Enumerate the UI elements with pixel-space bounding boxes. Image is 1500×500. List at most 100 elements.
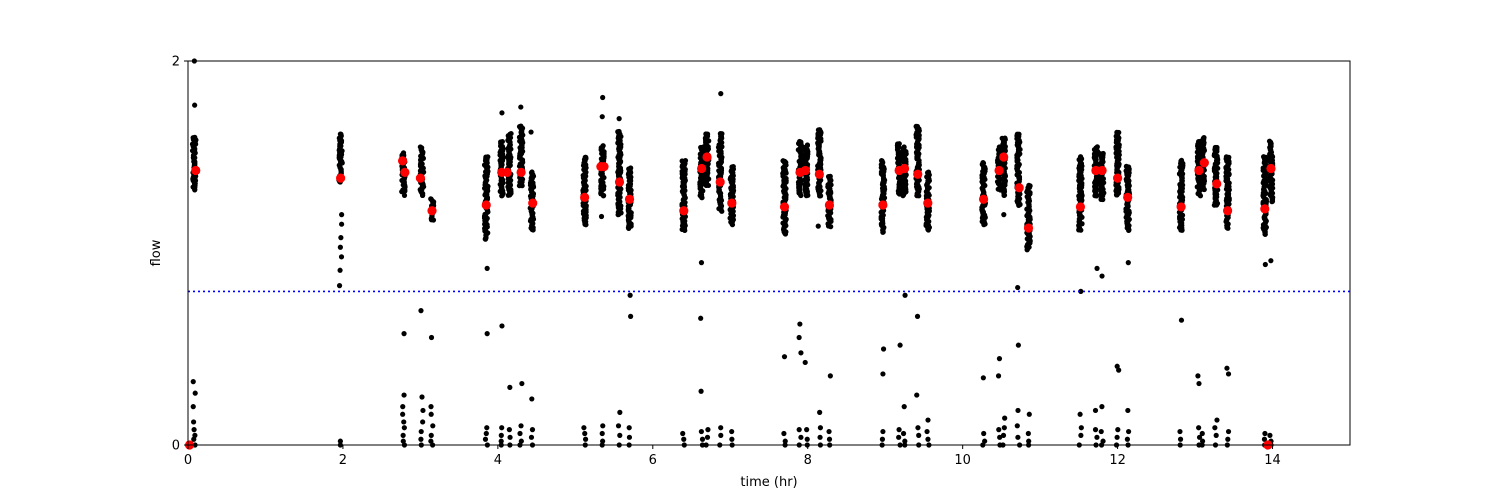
sample-point	[719, 131, 725, 137]
sample-point	[1225, 436, 1231, 442]
sample-point	[191, 427, 197, 433]
x-axis-ticks: 0 2 4 6 8 10 12 14	[184, 445, 1281, 468]
sample-point	[507, 434, 513, 440]
x-axis-label: time (hr)	[740, 475, 797, 490]
sample-point	[902, 438, 908, 444]
sample-point	[729, 428, 735, 435]
sample-point	[804, 142, 811, 149]
sample-point	[338, 235, 344, 241]
sample-point	[582, 430, 588, 437]
sample-point	[826, 436, 833, 442]
sample-point	[796, 427, 802, 433]
sample-point	[428, 411, 434, 417]
sample-point	[780, 158, 786, 164]
sample-point	[730, 163, 736, 170]
sample-point	[190, 379, 196, 385]
sample-point	[1267, 432, 1273, 438]
sample-point	[617, 409, 623, 415]
sample-point	[1195, 373, 1201, 379]
sample-point	[418, 308, 424, 314]
sample-point	[400, 404, 406, 410]
sample-point	[1001, 425, 1007, 431]
sample-point	[428, 334, 435, 341]
sample-point	[827, 373, 833, 379]
sample-point	[1196, 434, 1203, 440]
y-tick-label: 2	[172, 55, 180, 70]
sample-point	[418, 428, 424, 435]
sample-point	[1026, 411, 1032, 417]
sample-point	[336, 283, 343, 289]
sample-point	[190, 404, 196, 410]
sample-point	[1015, 342, 1021, 348]
mean-point	[779, 202, 790, 212]
sample-point	[896, 427, 902, 433]
sample-point	[679, 158, 685, 164]
sample-point	[484, 331, 490, 337]
mean-point	[1014, 183, 1024, 193]
sample-point	[1125, 407, 1131, 414]
sample-point	[519, 380, 525, 387]
sample-point	[1213, 432, 1219, 438]
sample-point	[1126, 428, 1132, 435]
sample-point	[1178, 317, 1185, 323]
sample-point	[337, 267, 343, 273]
mean-point	[923, 198, 933, 208]
sample-point	[796, 138, 803, 145]
sample-point	[338, 254, 345, 260]
mean-point	[1260, 204, 1270, 214]
mean-point	[1223, 206, 1233, 216]
sample-point	[338, 131, 344, 137]
sample-point	[1177, 436, 1184, 442]
x-tick-label: 6	[649, 453, 657, 468]
sample-point	[529, 396, 535, 402]
sample-point	[995, 373, 1002, 379]
sample-point	[1225, 428, 1232, 435]
sample-point	[1178, 157, 1185, 164]
sample-point	[192, 134, 198, 140]
sample-point	[1015, 434, 1021, 440]
sample-point	[401, 331, 407, 337]
mean-points	[184, 152, 1276, 450]
mean-point	[599, 162, 609, 172]
sample-point	[1262, 261, 1268, 268]
sample-point	[518, 423, 524, 429]
sample-point	[420, 419, 426, 425]
y-axis-label: flow	[149, 239, 164, 266]
sample-point	[980, 160, 987, 166]
mean-point	[1212, 179, 1222, 189]
sample-point	[817, 409, 823, 415]
mean-point	[702, 152, 712, 162]
sample-point	[1261, 154, 1267, 160]
sample-point	[925, 169, 932, 175]
mean-point	[1023, 223, 1034, 233]
mean-point	[679, 206, 689, 216]
sample-point	[1124, 436, 1130, 442]
mean-point	[824, 200, 835, 210]
sample-point	[401, 392, 407, 398]
mean-point	[614, 177, 625, 187]
sample-point	[1212, 144, 1218, 151]
sample-point	[599, 114, 605, 120]
sample-point	[428, 196, 434, 202]
sample-point	[1078, 288, 1084, 294]
sample-point	[804, 427, 810, 433]
sample-point	[484, 425, 490, 431]
mean-point	[1266, 163, 1276, 174]
sample-point	[729, 436, 735, 442]
sample-point	[817, 434, 823, 440]
mean-point	[1194, 165, 1204, 176]
sample-point	[997, 434, 1003, 440]
sample-point	[517, 430, 523, 437]
sample-point	[1094, 144, 1100, 150]
mean-point	[528, 198, 538, 208]
x-tick-label: 4	[494, 453, 502, 468]
sample-point	[802, 359, 808, 366]
sample-point	[400, 411, 406, 417]
sample-point	[1002, 415, 1008, 421]
sample-point	[718, 432, 724, 438]
sample-point	[191, 436, 197, 442]
sample-point	[817, 127, 823, 133]
sample-point	[698, 260, 705, 266]
plot-area	[184, 58, 1350, 450]
sample-point	[600, 94, 606, 101]
